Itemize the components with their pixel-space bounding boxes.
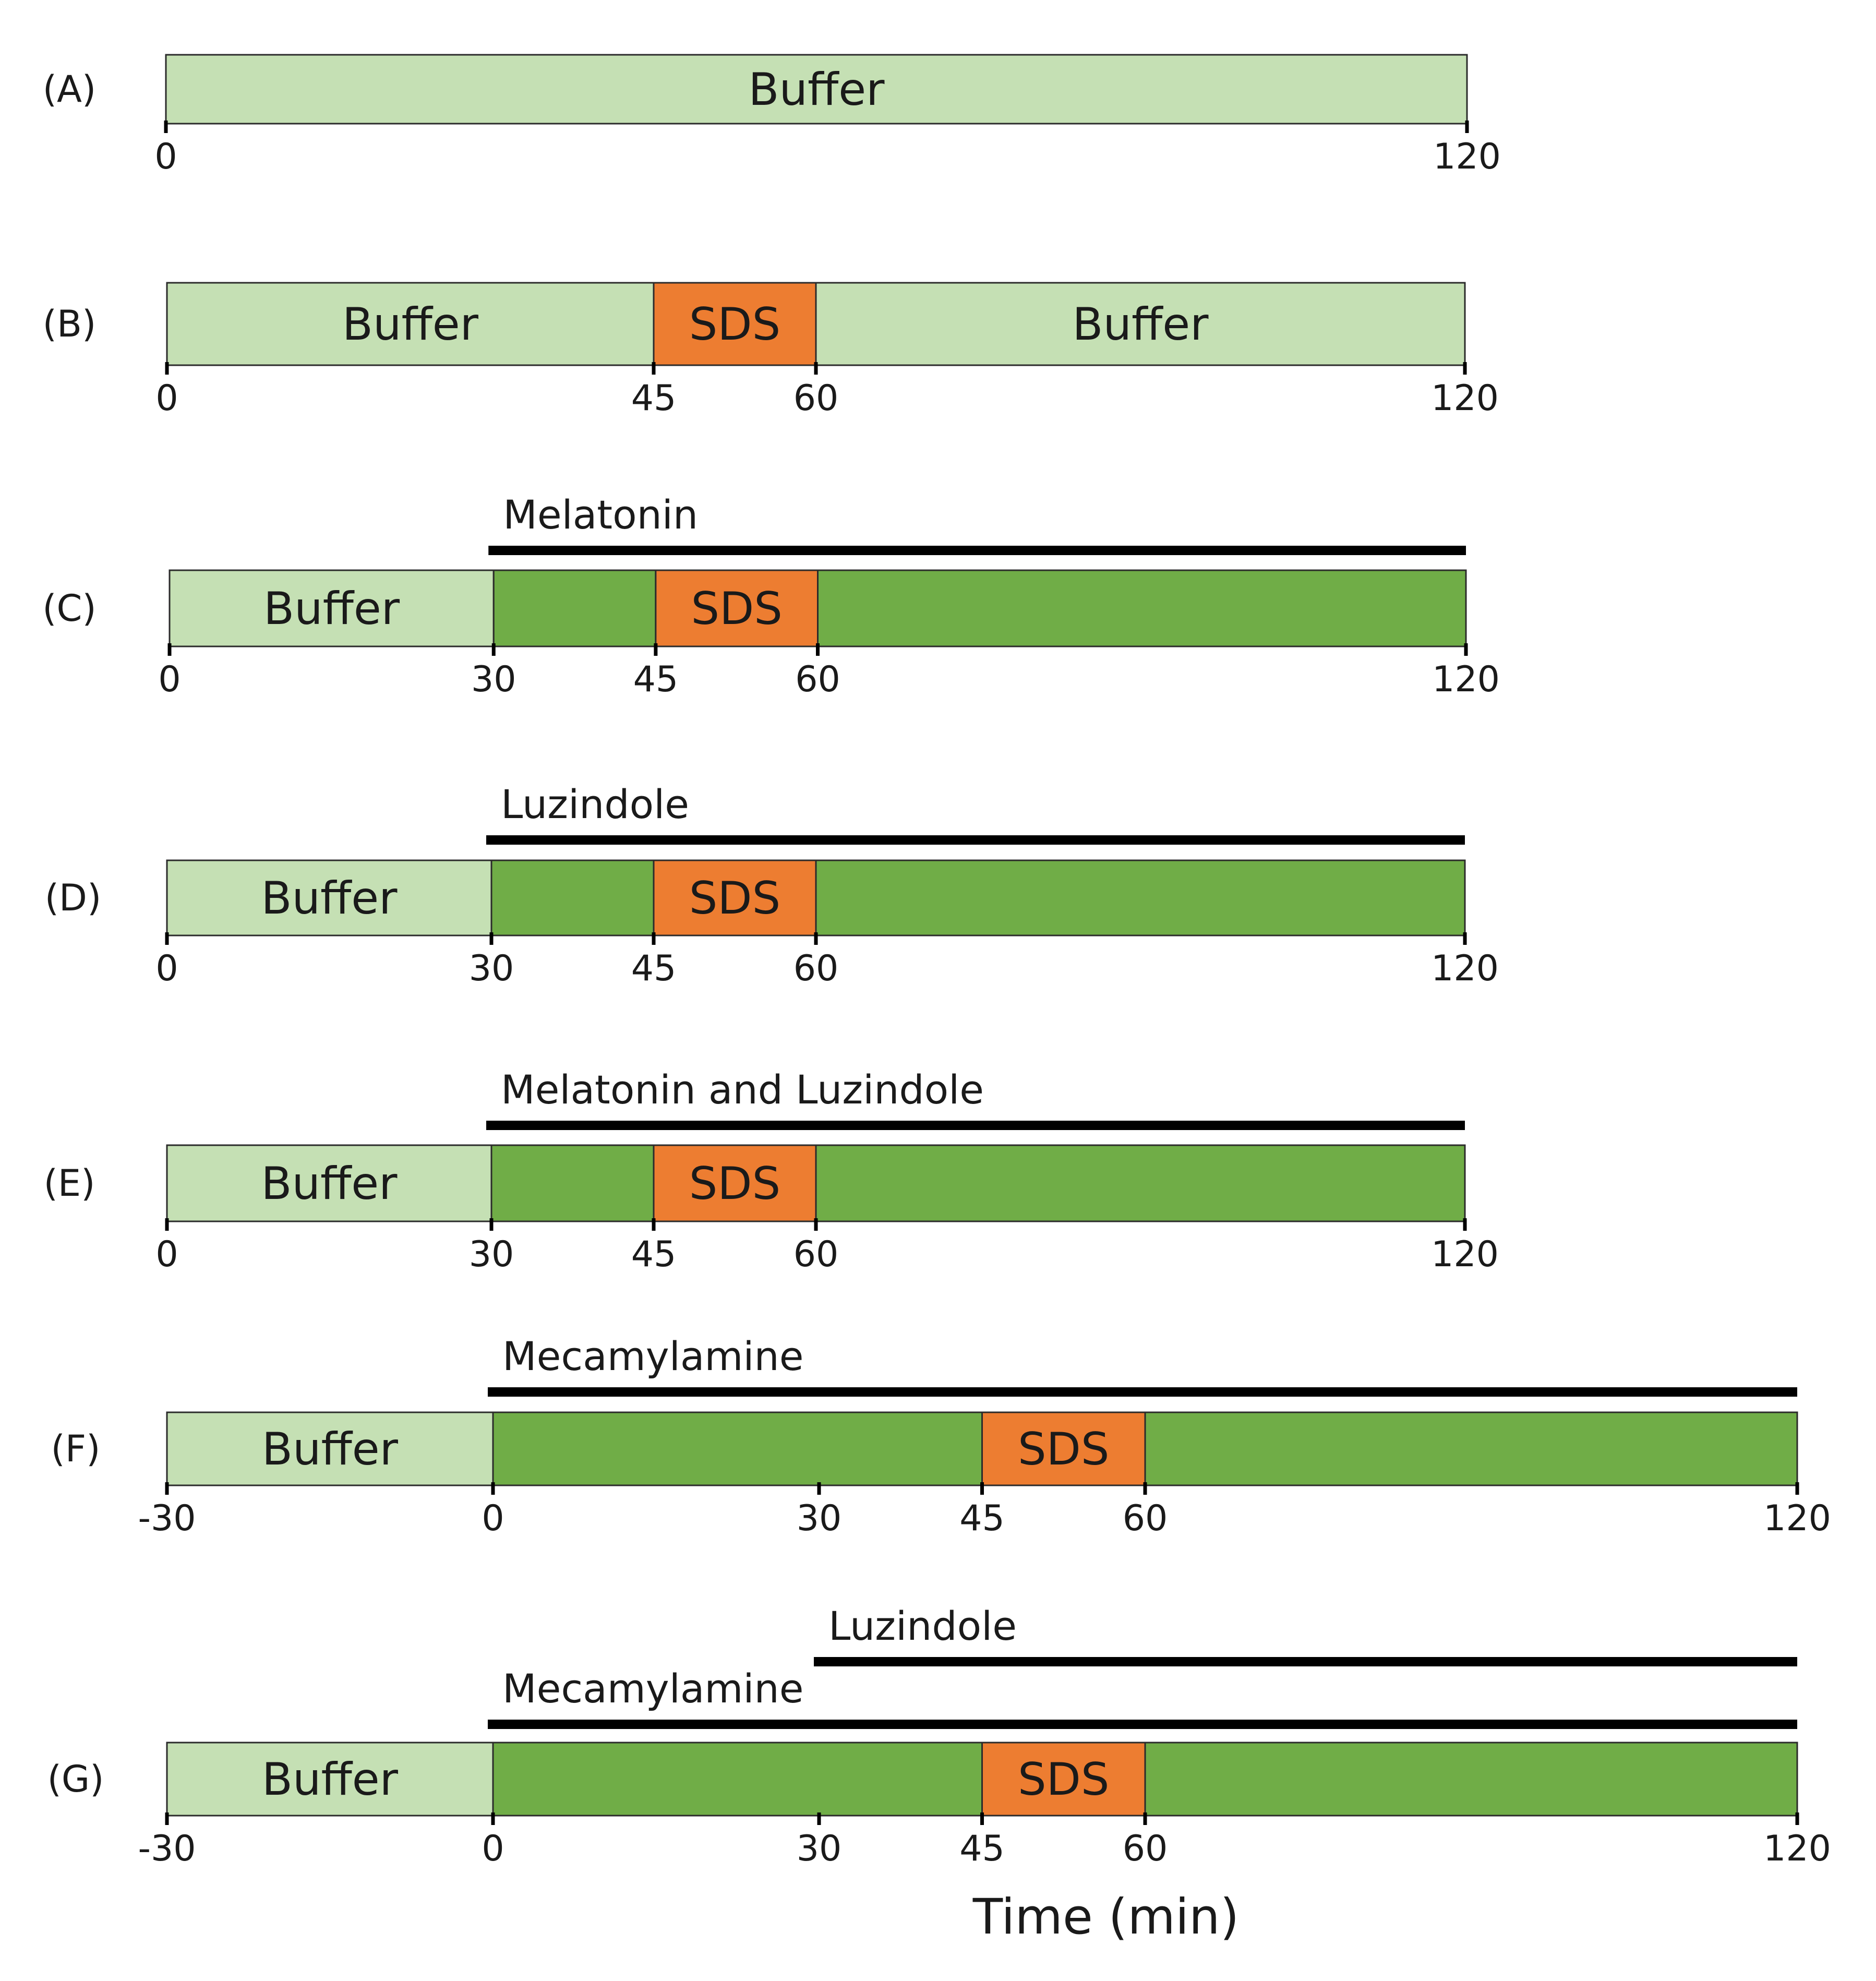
tick-label: 120 — [1763, 1828, 1831, 1869]
drug-label: Mecamylamine — [502, 1333, 803, 1379]
axis-title: Time (min) — [972, 1889, 1240, 1946]
segment-buffer — [166, 859, 492, 937]
segment-drug — [492, 1742, 983, 1817]
segment-drug — [817, 569, 1467, 647]
tick-label: 0 — [158, 659, 181, 700]
tick-label: 45 — [959, 1828, 1005, 1869]
segment-label: Buffer — [263, 583, 400, 635]
panel-g: (G) Buffer SDS -30 0 30 45 60 120 Luzindole Mecamy… — [47, 1603, 1831, 1869]
segment-buffer — [165, 54, 1468, 125]
panel-label: (F) — [51, 1427, 101, 1470]
segment-drug — [815, 1144, 1466, 1222]
segment-label: Buffer — [1072, 298, 1209, 351]
tick-label: 120 — [1763, 1498, 1831, 1539]
segment-buffer — [166, 282, 655, 366]
segment-label: Buffer — [262, 1754, 399, 1806]
segment-label: Buffer — [748, 64, 885, 116]
tick-label: 45 — [633, 659, 679, 700]
drug-label: Mecamylamine — [502, 1665, 803, 1712]
segment-buffer — [815, 282, 1466, 366]
tick-label: 0 — [482, 1828, 504, 1869]
segment-buffer — [166, 1411, 494, 1486]
drug-label: Luzindole — [828, 1603, 1017, 1649]
panel-label: (A) — [43, 68, 97, 111]
tick-label: 60 — [793, 948, 839, 989]
tick-label: 60 — [1123, 1498, 1168, 1539]
segment-label: Buffer — [261, 1158, 398, 1210]
segment-label: SDS — [689, 298, 780, 351]
tick-label: 30 — [469, 948, 514, 989]
segment-label: Buffer — [261, 872, 398, 925]
segment-drug — [815, 859, 1466, 937]
panel-label: (G) — [47, 1758, 104, 1800]
tick-label: 30 — [797, 1498, 842, 1539]
segment-drug — [492, 569, 657, 647]
tick-label: 120 — [1431, 378, 1499, 419]
panel-label: (D) — [45, 877, 102, 919]
tick-label: 45 — [631, 1234, 677, 1275]
tick-label: -30 — [138, 1498, 196, 1539]
tick-label: 30 — [471, 659, 516, 700]
panel-d: (D) Buffer SDS 0 30 45 60 120 Luzindole — [45, 781, 1499, 989]
segment-drug — [492, 1411, 983, 1486]
tick-label: -30 — [138, 1828, 196, 1869]
segment-label: Buffer — [262, 1423, 399, 1475]
segment-drug — [1144, 1411, 1798, 1486]
panel-b: (B) Buffer SDS Buffer 0 45 60 120 — [43, 282, 1499, 419]
segment-buffer — [166, 1742, 494, 1817]
tick-label: 120 — [1431, 948, 1499, 989]
segment-label: Buffer — [342, 298, 479, 351]
tick-label: 45 — [631, 378, 677, 419]
panel-label: (C) — [42, 587, 97, 630]
segment-label: SDS — [689, 872, 780, 925]
tick-label: 0 — [482, 1498, 504, 1539]
segment-drug — [490, 1144, 655, 1222]
segment-buffer — [169, 569, 495, 647]
tick-label: 60 — [1123, 1828, 1168, 1869]
tick-label: 60 — [793, 378, 839, 419]
segment-label: SDS — [1018, 1423, 1109, 1475]
panel-e: (E) Buffer SDS 0 30 45 60 120 Melatonin and Luzi… — [44, 1066, 1499, 1275]
tick-label: 60 — [795, 659, 840, 700]
segment-sds — [981, 1742, 1146, 1817]
segment-drug — [490, 859, 655, 937]
panel-a: (A) Buffer 0 120 — [43, 54, 1501, 177]
tick-label: 45 — [631, 948, 677, 989]
tick-label: 0 — [154, 136, 177, 177]
panel-f: (F) Buffer SDS -30 0 30 45 60 120 Mecamylamine — [51, 1333, 1831, 1539]
drug-label: Melatonin and Luzindole — [501, 1066, 984, 1113]
segment-sds — [653, 1144, 817, 1222]
tick-label: 0 — [155, 1234, 178, 1275]
panel-label: (E) — [44, 1162, 95, 1205]
segment-label: SDS — [1018, 1754, 1109, 1806]
tick-label: 0 — [155, 948, 178, 989]
tick-label: 120 — [1432, 659, 1500, 700]
tick-label: 120 — [1431, 1234, 1499, 1275]
tick-label: 0 — [155, 378, 178, 419]
segment-sds — [655, 569, 819, 647]
tick-label: 30 — [797, 1828, 842, 1869]
tick-label: 30 — [469, 1234, 514, 1275]
drug-label: Luzindole — [501, 781, 689, 827]
drug-label: Melatonin — [503, 491, 698, 538]
segment-drug — [1144, 1742, 1798, 1817]
panel-c: (C) Buffer SDS 0 30 45 60 120 Melatonin — [42, 491, 1500, 700]
panel-label: (B) — [43, 303, 97, 345]
tick-label: 60 — [793, 1234, 839, 1275]
segment-label: SDS — [691, 583, 782, 635]
tick-label: 45 — [959, 1498, 1005, 1539]
segment-label: SDS — [689, 1158, 780, 1210]
segment-sds — [653, 282, 817, 366]
segment-sds — [981, 1411, 1146, 1486]
tick-label: 120 — [1433, 136, 1501, 177]
